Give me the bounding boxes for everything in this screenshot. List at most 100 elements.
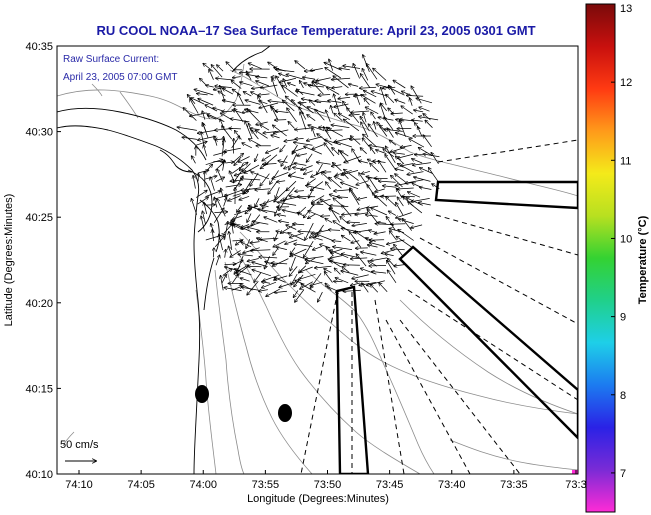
current-vector [256,121,268,125]
current-vector [304,71,316,72]
current-vector [215,86,232,88]
current-vector [356,180,369,185]
current-vector [420,168,433,174]
current-vector [383,186,397,188]
current-vector [370,163,380,173]
current-vector [396,236,413,248]
current-vector [410,98,413,106]
current-vector [356,94,361,105]
current-vector [311,229,331,234]
current-vector [326,110,331,123]
current-vector [306,186,325,190]
current-vector [286,74,305,80]
current-vector [326,182,331,190]
annotation-line1: Raw Surface Current: [63,54,159,65]
current-vector [241,179,261,180]
current-vector [352,274,369,279]
current-vector [378,222,387,223]
marker-dot [278,404,292,422]
current-vector [247,213,252,223]
current-vector [334,268,341,275]
current-vector [278,215,287,217]
plot-frame [56,45,579,475]
current-vector [386,94,395,103]
current-vector [350,188,358,199]
current-vector [241,222,261,230]
current-vector [213,195,227,200]
current-vector [386,217,396,231]
current-vector [318,95,331,96]
current-vector [385,254,394,256]
current-vector [362,69,369,81]
current-vector [357,206,368,210]
current-vector [218,91,226,97]
current-vector [412,183,422,188]
current-vector [295,138,304,139]
current-vector [268,62,279,70]
current-vector [347,222,360,223]
current-vector [401,106,413,115]
current-vector [266,147,279,153]
current-vector [339,150,349,164]
current-vector [242,143,252,149]
current-vector [234,265,248,274]
current-vector [277,202,297,206]
current-vector [252,262,268,267]
current-vector [352,223,367,225]
current-vector [418,127,423,137]
current-vector [250,242,260,243]
current-vector [357,196,368,199]
colorbar-tick-label: 8 [620,390,626,402]
current-vector [255,189,271,190]
current-vector [234,169,252,175]
current-vector [231,136,240,149]
current-vector [419,203,431,206]
current-vector [232,215,243,219]
current-vector [247,227,261,231]
current-vector [416,98,433,104]
current-vector [378,161,387,173]
x-tick-label: 73:3 [565,479,586,491]
current-vector [318,291,323,302]
current-vector [371,112,376,120]
current-vector [250,128,260,129]
current-vector [298,206,307,214]
current-vector [215,255,220,266]
coverage-rays [300,139,578,474]
current-vector [276,76,287,94]
current-vector [294,163,307,166]
current-vector [390,147,406,152]
current-vector [293,224,305,225]
current-vector [350,189,360,205]
current-vector [259,290,268,292]
current-vector [425,120,433,128]
colorbar-strip [585,3,616,513]
current-vector [408,192,421,198]
current-vector [252,270,272,277]
current-vector [381,87,387,106]
current-vector [365,107,379,115]
current-vector [289,175,304,180]
current-vector [366,64,378,80]
current-vector [367,210,378,223]
current-vector [290,248,307,257]
current-vector [264,217,278,223]
current-vector [386,197,397,207]
current-vector [246,238,251,248]
current-vector [290,256,296,271]
current-vector [370,148,376,155]
current-vector [240,278,250,282]
current-vector [262,282,271,283]
current-vector [213,208,224,224]
current-vector [393,153,405,155]
current-vector [195,142,207,146]
current-vector [398,219,414,224]
current-vector [328,230,341,231]
current-vector [396,203,404,216]
current-vector [286,225,297,230]
current-vector [356,254,367,267]
current-vector [213,152,226,156]
current-vector [213,248,214,258]
current-vector [204,202,208,215]
current-vector [273,240,286,247]
